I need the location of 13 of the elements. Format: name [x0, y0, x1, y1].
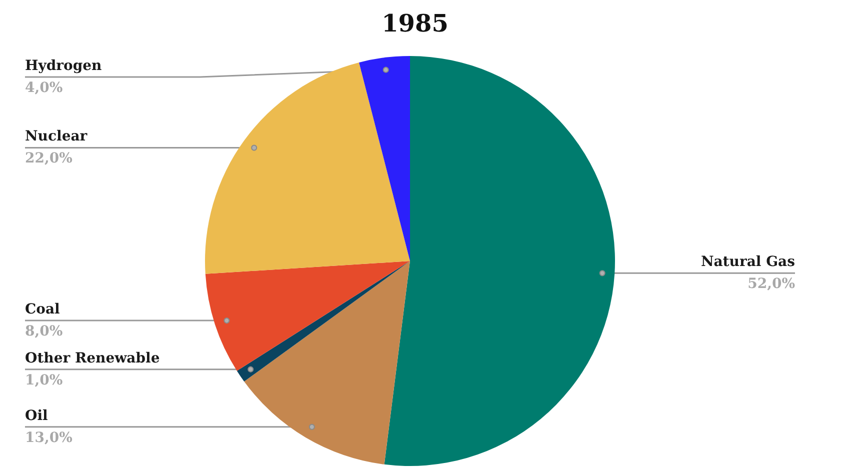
data-label: 1,0%	[25, 372, 63, 388]
slice-label: Natural Gas	[700, 254, 796, 270]
data-label: 22,0%	[25, 150, 72, 167]
data-label: 4,0%	[25, 80, 63, 96]
slice-label: Other Renewable	[25, 350, 160, 366]
data-label: 13,0%	[25, 430, 72, 446]
data-label: 8,0%	[25, 324, 63, 340]
slice-label: Hydrogen	[25, 58, 102, 74]
slice-label: Coal	[25, 302, 60, 318]
slice-label: Oil	[25, 408, 48, 424]
chart-title: 1985	[382, 8, 448, 38]
data-label: 52,0%	[748, 276, 795, 292]
slice-label: Nuclear	[25, 128, 88, 145]
